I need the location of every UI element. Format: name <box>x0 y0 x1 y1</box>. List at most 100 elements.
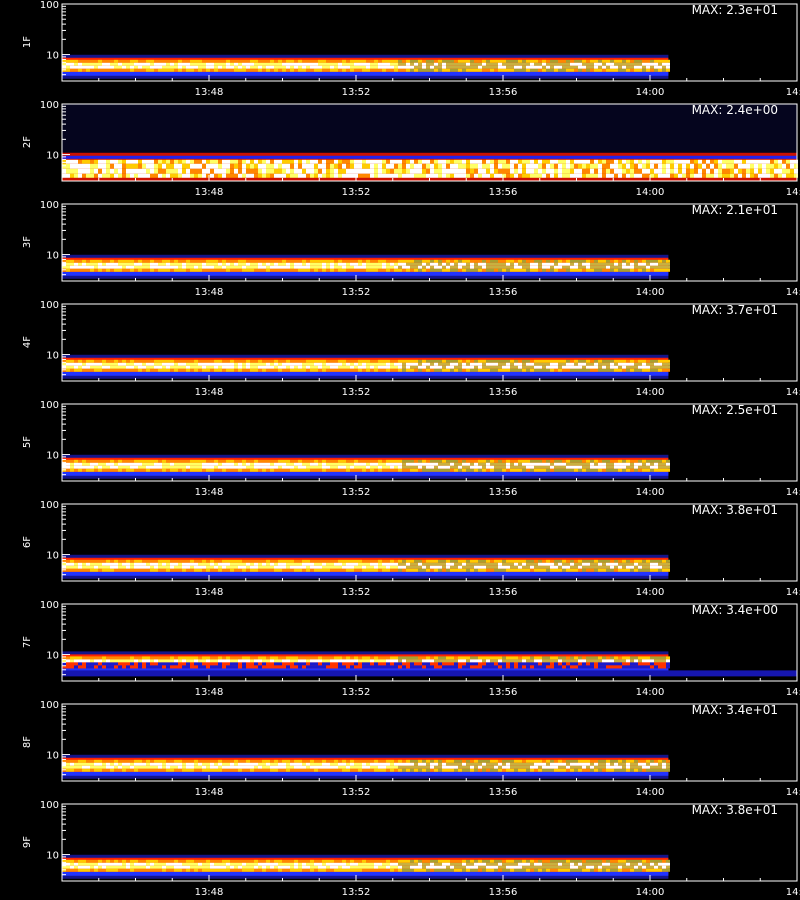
heatmap-cell <box>234 765 238 769</box>
heatmap-cell <box>130 359 134 363</box>
heatmap-cell <box>314 259 318 263</box>
heatmap-cell <box>238 159 242 164</box>
heatmap-cell <box>194 268 198 272</box>
heatmap-cell <box>598 662 602 666</box>
heatmap-cell <box>378 365 382 369</box>
heatmap-cell <box>406 468 410 472</box>
heatmap-cell <box>522 262 526 266</box>
heatmap-cell <box>194 459 198 463</box>
heatmap-cell <box>402 659 406 663</box>
heatmap-cell <box>530 365 534 369</box>
heatmap-cell <box>434 559 438 563</box>
heatmap-cell <box>558 562 562 566</box>
heatmap-cell <box>214 265 218 269</box>
heatmap-cell <box>322 365 326 369</box>
heatmap-cell <box>294 562 298 566</box>
heatmap-cell <box>638 359 642 363</box>
heatmap-cell <box>422 362 426 366</box>
heatmap-cell <box>178 565 182 569</box>
heatmap-cell <box>70 459 74 463</box>
heatmap-cell <box>186 762 190 766</box>
heatmap-cell <box>658 468 662 472</box>
heatmap-cell <box>410 365 414 369</box>
heatmap-cell <box>82 568 86 572</box>
heatmap-cell <box>538 368 542 372</box>
heatmap-cell <box>622 259 626 263</box>
heatmap-cell <box>246 359 250 363</box>
heatmap-cell <box>342 656 346 660</box>
heatmap-cell <box>202 659 206 663</box>
heatmap-cell <box>78 259 82 263</box>
heatmap-cell <box>182 559 186 563</box>
heatmap-cell <box>418 265 422 269</box>
heatmap-cell <box>130 368 134 372</box>
heatmap-cell <box>314 656 318 660</box>
heatmap-cell <box>678 168 682 174</box>
heatmap-cell <box>470 262 474 266</box>
heatmap-cell <box>442 65 446 69</box>
heatmap-cell <box>178 163 182 169</box>
heatmap-cell <box>134 559 138 563</box>
heatmap-cell <box>182 665 186 669</box>
heatmap-cell <box>258 759 262 763</box>
heatmap-cell <box>538 62 542 66</box>
heatmap-cell <box>94 565 98 569</box>
heatmap-cell <box>98 262 102 266</box>
heatmap-cell <box>82 656 86 660</box>
heatmap-cell <box>622 262 626 266</box>
heatmap-cell <box>450 365 454 369</box>
heatmap-cell <box>714 163 718 169</box>
heatmap-cell <box>226 762 230 766</box>
heatmap-cell <box>318 65 322 69</box>
heatmap-cell <box>610 462 614 466</box>
heatmap-cell <box>230 62 234 66</box>
heatmap-cell <box>302 656 306 660</box>
heatmap-cell <box>298 68 302 72</box>
heatmap-cell <box>334 168 338 174</box>
heatmap-cell <box>322 268 326 272</box>
heatmap-cell <box>642 68 646 72</box>
heatmap-cell <box>118 362 122 366</box>
heatmap-cell <box>238 465 242 469</box>
heatmap-cell <box>230 362 234 366</box>
heatmap-cell <box>182 762 186 766</box>
heatmap-cell <box>190 362 194 366</box>
heatmap-cell <box>534 262 538 266</box>
heatmap-cell <box>278 265 282 269</box>
heatmap-cell <box>182 656 186 660</box>
heatmap-cell <box>202 365 206 369</box>
heatmap-cell <box>230 665 234 669</box>
heatmap-cell <box>186 168 190 174</box>
heatmap-cell <box>446 565 450 569</box>
heatmap-cell <box>558 262 562 266</box>
heatmap-cell <box>418 159 422 164</box>
heatmap-cell <box>710 159 714 164</box>
heatmap-cell <box>166 568 170 572</box>
heatmap-cell <box>510 362 514 366</box>
heatmap-cell <box>546 168 550 174</box>
heatmap-cell <box>238 259 242 263</box>
heatmap-cell <box>614 368 618 372</box>
heatmap-cell <box>598 168 602 174</box>
heatmap-cell <box>742 159 746 164</box>
heatmap-cell <box>170 159 174 164</box>
heatmap-cell <box>634 368 638 372</box>
heatmap-cell <box>622 562 626 566</box>
heatmap-cell <box>534 465 538 469</box>
heatmap-cell <box>602 259 606 263</box>
heatmap-cell <box>258 168 262 174</box>
heatmap-cell <box>122 462 126 466</box>
heatmap-cell <box>278 262 282 266</box>
heatmap-cell <box>698 168 702 174</box>
heatmap-cell <box>174 468 178 472</box>
heatmap-cell <box>254 368 258 372</box>
heatmap-cell <box>430 59 434 63</box>
heatmap-cell <box>74 168 78 174</box>
heatmap-cell <box>334 62 338 66</box>
heatmap-cell <box>394 59 398 63</box>
heatmap-cell <box>278 362 282 366</box>
heatmap-cell <box>626 459 630 463</box>
heatmap-cell <box>522 68 526 72</box>
